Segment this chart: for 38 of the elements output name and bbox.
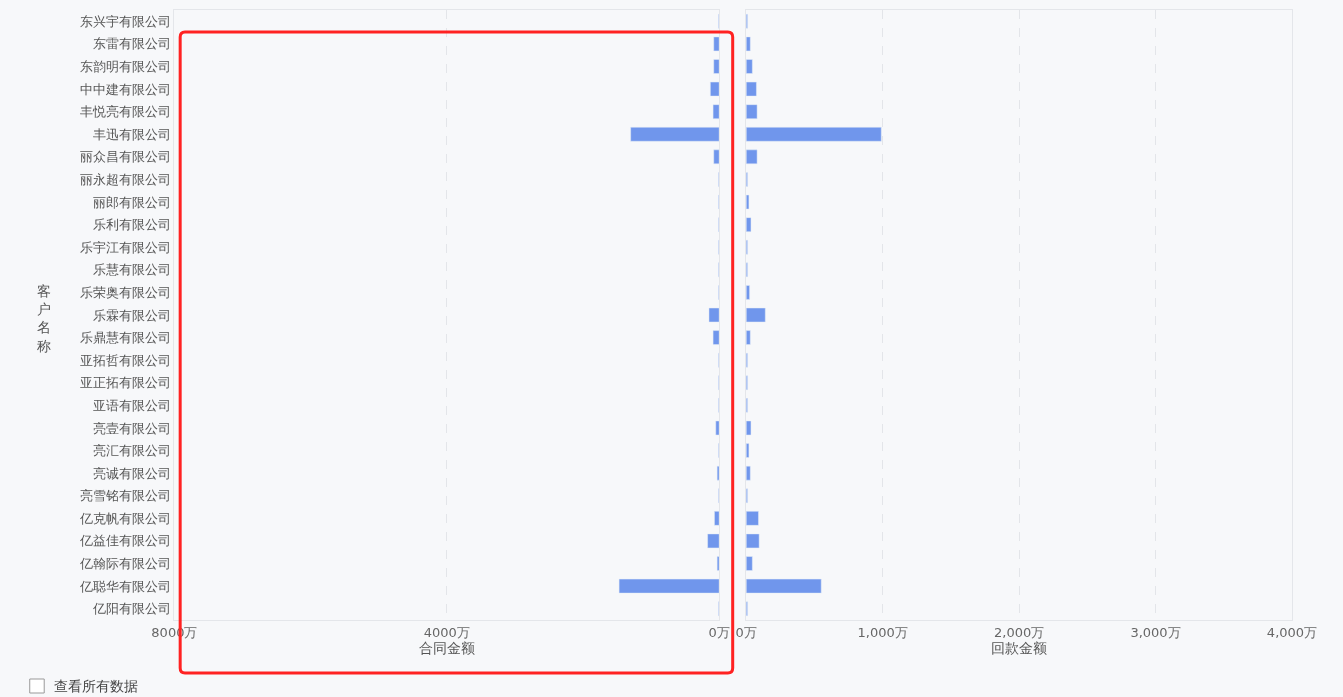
x-tick-label: 4,000万 bbox=[1266, 624, 1318, 640]
x-axis-title: 回款金额 bbox=[991, 639, 1048, 656]
x-tick-label: 4000万 bbox=[423, 624, 470, 640]
x-tick-label: 3,000万 bbox=[1130, 624, 1181, 640]
y-tick-label: 亚拓哲有限公司 bbox=[79, 352, 171, 368]
y-tick-label: 中中建有限公司 bbox=[79, 81, 171, 97]
text: 查看所有数据 bbox=[54, 678, 138, 694]
y-tick-label: 亿阳有限公司 bbox=[91, 601, 171, 617]
x-tick-label: 1,000万 bbox=[857, 624, 908, 640]
y-tick-label: 亮汇有限公司 bbox=[92, 443, 171, 459]
y-tick-label: 乐鼎慧有限公司 bbox=[79, 330, 171, 346]
y-tick-label: 乐荣奥有限公司 bbox=[79, 284, 171, 300]
y-tick-label: 亿益佳有限公司 bbox=[78, 533, 171, 549]
y-axis-title: 客户名称 bbox=[37, 283, 51, 354]
y-tick-label: 乐霖有限公司 bbox=[92, 307, 171, 323]
y-tick-label: 乐宇江有限公司 bbox=[79, 239, 171, 255]
y-tick-label: 亿克帆有限公司 bbox=[78, 510, 171, 526]
y-tick-label: 东韵明有限公司 bbox=[79, 59, 171, 75]
y-tick-label: 丽永超有限公司 bbox=[79, 171, 171, 187]
y-tick-label: 丰悦亮有限公司 bbox=[79, 104, 171, 120]
y-tick-label: 亮雪铭有限公司 bbox=[79, 488, 171, 504]
x-axis-title: 合同金额 bbox=[418, 639, 475, 656]
y-tick-label: 亚语有限公司 bbox=[92, 397, 171, 413]
x-tick-label: 2,000万 bbox=[993, 624, 1045, 640]
y-tick-label: 亿翰际有限公司 bbox=[78, 556, 171, 572]
y-tick-label: 亿聪华有限公司 bbox=[78, 578, 171, 594]
y-tick-label: 丽众昌有限公司 bbox=[79, 149, 171, 165]
y-tick-label: 亚正拓有限公司 bbox=[79, 375, 171, 391]
y-tick-label: 乐慧有限公司 bbox=[92, 262, 171, 278]
x-tick-label: 0万 bbox=[708, 624, 730, 640]
y-tick-label: 东雷有限公司 bbox=[92, 36, 171, 52]
y-tick-label: 丽郎有限公司 bbox=[92, 194, 171, 210]
y-tick-label: 丰迅有限公司 bbox=[92, 126, 171, 142]
y-tick-label: 亮诚有限公司 bbox=[92, 465, 171, 481]
y-tick-label: 乐利有限公司 bbox=[92, 217, 171, 233]
y-tick-label: 东兴宇有限公司 bbox=[79, 13, 171, 29]
y-tick-label: 亮壹有限公司 bbox=[92, 420, 171, 436]
x-tick-label: 0万 bbox=[735, 624, 757, 640]
